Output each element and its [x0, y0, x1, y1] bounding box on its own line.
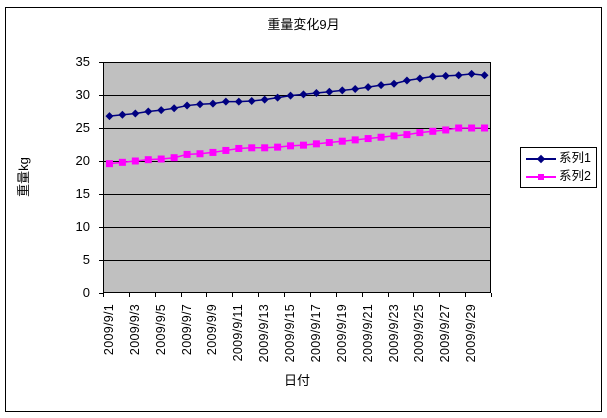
legend-label-series-1: 系列1	[559, 151, 591, 165]
series-2-marker	[325, 139, 333, 147]
series-1-marker	[118, 110, 127, 119]
series-1-marker	[402, 76, 411, 85]
series-2-marker	[222, 146, 230, 154]
x-tick-label: 2009/9/29	[464, 304, 479, 363]
series-1-marker	[377, 81, 386, 90]
y-tick-label: 5	[82, 252, 90, 267]
series-1-marker	[467, 69, 476, 78]
x-tick-label: 2009/9/15	[283, 304, 298, 363]
series-1-marker	[131, 109, 140, 118]
legend-square-marker-icon	[526, 171, 556, 183]
legend-label-series-2: 系列2	[559, 169, 591, 183]
series-2-marker	[364, 135, 372, 143]
series-1-marker	[312, 89, 321, 98]
series-1-marker	[441, 71, 450, 80]
series-1-marker	[273, 93, 282, 102]
series-2-marker	[390, 132, 398, 140]
x-tick-label: 2009/9/25	[412, 304, 427, 363]
series-1-marker	[364, 83, 373, 92]
legend-item-series-1: 系列1	[526, 151, 596, 167]
series-2-marker	[403, 131, 411, 139]
series-2-marker	[455, 124, 463, 132]
series-2-marker	[261, 144, 269, 152]
y-tick-label: 0	[82, 285, 90, 300]
series-1-marker	[234, 97, 243, 106]
series-2-marker	[274, 143, 282, 151]
series-1-marker	[196, 100, 204, 109]
series-1-marker	[286, 91, 295, 100]
series-2-marker	[183, 150, 191, 158]
series-1-marker	[260, 95, 269, 104]
series-2-marker	[118, 158, 126, 166]
y-axis-title: 重量kg	[16, 157, 31, 197]
plot-border	[103, 62, 491, 293]
series-2-marker	[105, 160, 113, 168]
series-1-marker	[338, 86, 347, 95]
y-tick-label: 25	[75, 120, 90, 135]
series-2-marker	[312, 140, 320, 148]
series-2-marker	[442, 126, 450, 134]
x-tick-label: 2009/9/27	[438, 304, 453, 363]
y-tick-label: 20	[75, 153, 90, 168]
series-2-marker	[235, 144, 243, 152]
y-tick-label: 35	[75, 54, 90, 69]
chart-title: 重量変化9月	[267, 17, 340, 32]
legend-diamond-marker-icon	[526, 153, 556, 165]
series-1-marker	[183, 101, 192, 110]
series-2-marker	[429, 127, 437, 135]
series-1-marker	[221, 97, 230, 106]
series-2-marker	[338, 137, 346, 145]
series-1-marker	[415, 74, 424, 83]
series-1-marker	[208, 99, 217, 108]
x-tick-label: 2009/9/13	[257, 304, 272, 363]
y-tick-label: 30	[75, 87, 90, 102]
y-tick-label: 10	[75, 219, 90, 234]
series-2-marker	[351, 136, 359, 144]
legend-item-series-2: 系列2	[526, 169, 596, 185]
series-2-marker	[196, 150, 204, 158]
series-2-marker	[131, 157, 139, 165]
x-tick-label: 2009/9/23	[386, 304, 401, 363]
x-tick-label: 2009/9/11	[231, 304, 246, 362]
x-tick-label: 2009/9/3	[127, 304, 142, 356]
x-tick-label: 2009/9/19	[334, 304, 349, 363]
series-2-marker	[144, 156, 152, 164]
series-1-marker	[390, 79, 398, 88]
series-2-marker	[377, 133, 385, 141]
series-2-marker	[170, 154, 178, 162]
series-2-marker	[416, 129, 424, 137]
series-2-marker	[157, 155, 165, 163]
series-1-marker	[454, 71, 463, 80]
x-tick-label: 2009/9/17	[308, 304, 323, 363]
series-1-marker	[428, 72, 437, 81]
series-2-marker	[209, 148, 217, 156]
x-tick-label: 2009/9/1	[101, 304, 116, 356]
x-tick-label: 2009/9/9	[205, 304, 220, 356]
series-1-marker	[351, 85, 360, 94]
y-tick-label: 15	[75, 186, 90, 201]
series-2-marker	[468, 124, 476, 132]
series-1-marker	[144, 107, 153, 116]
plot-background	[103, 62, 491, 293]
x-tick-label: 2009/9/5	[153, 304, 168, 356]
series-2-marker	[287, 142, 295, 150]
series-1-marker	[105, 112, 114, 121]
series-1-marker	[299, 90, 308, 99]
series-1-marker	[170, 104, 179, 113]
x-axis-title: 日付	[283, 373, 310, 388]
series-1-marker	[157, 106, 166, 115]
series-1-marker	[325, 87, 334, 96]
x-tick-label: 2009/9/21	[360, 304, 375, 363]
series-1-marker	[247, 96, 256, 105]
series-2-marker	[248, 144, 256, 152]
legend: 系列1 系列2	[520, 147, 597, 188]
x-tick-label: 2009/9/7	[179, 304, 194, 356]
series-2-marker	[299, 141, 307, 149]
series-2-marker	[481, 124, 489, 132]
series-1-marker	[480, 71, 489, 80]
